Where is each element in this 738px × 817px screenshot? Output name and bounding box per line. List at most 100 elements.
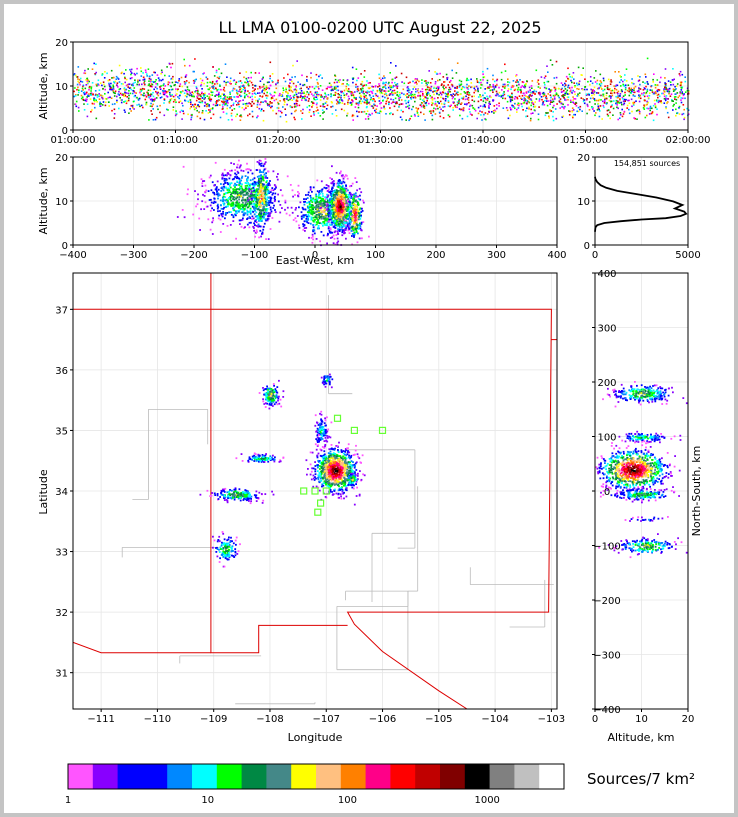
source-point (169, 99, 172, 102)
source-point (319, 192, 321, 195)
source-point (398, 97, 400, 100)
source-point (113, 108, 116, 111)
source-point (314, 224, 317, 226)
source-point (78, 91, 80, 94)
source-point (268, 103, 270, 106)
source-point (395, 102, 397, 105)
source-point (266, 102, 269, 105)
source-point (495, 90, 498, 93)
source-point (408, 91, 410, 94)
source-point (600, 99, 602, 101)
source-point (218, 214, 220, 217)
source-point (470, 78, 472, 81)
source-point (333, 86, 336, 88)
source-point (217, 203, 219, 206)
source-point (230, 203, 233, 206)
source-point (311, 190, 313, 193)
source-point (236, 163, 239, 166)
source-point (112, 90, 114, 92)
source-point (379, 87, 381, 90)
source-point (291, 80, 293, 83)
east-west-sources (176, 158, 370, 247)
source-point (344, 198, 347, 200)
source-point (572, 109, 575, 111)
source-point (265, 86, 268, 89)
source-point (309, 209, 311, 211)
source-point (679, 92, 682, 95)
source-point (596, 109, 599, 111)
source-point (613, 90, 616, 92)
source-point (590, 88, 592, 91)
source-point (227, 183, 229, 186)
source-point (239, 80, 242, 82)
source-point (567, 98, 569, 101)
source-point (517, 107, 520, 109)
source-point (452, 106, 454, 109)
source-point (138, 103, 140, 106)
source-point (201, 200, 204, 203)
source-point (266, 87, 269, 89)
source-point (107, 91, 109, 94)
source-point (247, 181, 249, 184)
source-point (648, 94, 651, 97)
source-point (231, 109, 233, 111)
source-point (203, 82, 205, 85)
source-point (400, 109, 403, 112)
source-point (639, 83, 641, 86)
source-point (222, 88, 225, 91)
source-point (267, 170, 270, 173)
source-point (548, 115, 550, 118)
source-point (310, 237, 313, 239)
source-point (176, 93, 178, 95)
source-point (285, 114, 287, 116)
source-point (315, 208, 317, 211)
source-point (502, 92, 505, 95)
source-point (156, 92, 158, 94)
source-point (213, 209, 215, 211)
source-point (628, 112, 631, 115)
source-point (152, 108, 154, 110)
source-point (244, 187, 247, 190)
source-point (310, 206, 313, 209)
source-point (653, 99, 656, 102)
source-point (562, 103, 564, 106)
source-point (262, 213, 265, 216)
source-point (252, 196, 255, 199)
source-point (215, 187, 218, 190)
source-point (204, 184, 207, 187)
source-point (126, 83, 129, 86)
source-point (310, 76, 312, 79)
source-point (110, 69, 113, 72)
source-point (254, 72, 257, 74)
source-point (511, 104, 513, 107)
source-point (321, 109, 324, 111)
source-point (323, 96, 326, 98)
source-point (219, 116, 222, 119)
source-point (394, 92, 397, 94)
source-point (247, 195, 250, 197)
source-point (291, 76, 293, 79)
source-point (408, 104, 411, 107)
source-point (304, 95, 306, 98)
source-point (352, 78, 354, 80)
source-point (200, 85, 202, 87)
source-point (295, 99, 298, 102)
source-point (317, 94, 319, 97)
source-point (372, 86, 374, 88)
source-point (683, 118, 685, 121)
source-point (341, 102, 344, 104)
source-point (238, 184, 240, 186)
source-point (467, 79, 470, 81)
source-point (574, 113, 576, 116)
source-point (130, 104, 133, 107)
source-point (291, 189, 294, 192)
source-point (456, 104, 459, 106)
source-point (335, 212, 338, 214)
source-point (447, 105, 450, 107)
source-point (643, 104, 645, 107)
time-height-xtick-label: 01:50:00 (563, 135, 608, 146)
source-point (147, 84, 150, 87)
source-point (279, 110, 282, 113)
source-point (266, 218, 269, 220)
source-point (310, 198, 312, 201)
